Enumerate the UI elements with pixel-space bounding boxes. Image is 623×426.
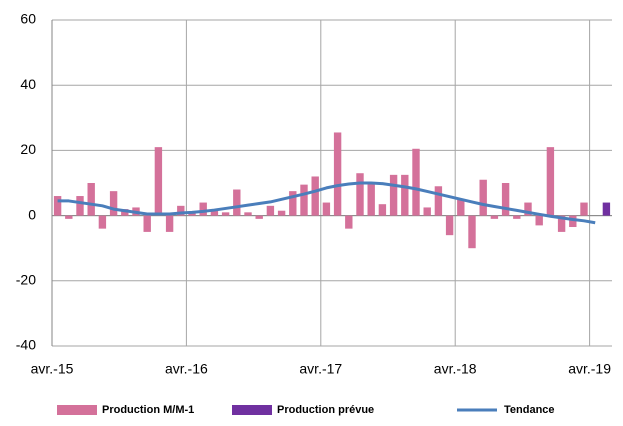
bar — [188, 212, 196, 216]
bar — [468, 215, 476, 249]
bar — [423, 207, 431, 216]
bar — [221, 212, 230, 216]
bar — [546, 147, 555, 216]
bar — [557, 215, 566, 232]
bar — [513, 215, 521, 219]
bar — [300, 184, 308, 216]
bar — [143, 215, 151, 232]
bar — [345, 215, 353, 229]
bar — [367, 183, 375, 216]
bar — [87, 183, 95, 216]
bar — [378, 204, 387, 216]
y-tick-label: 0 — [28, 206, 36, 222]
y-tick-label: -40 — [16, 337, 36, 353]
bar — [76, 196, 84, 216]
bar — [569, 215, 577, 228]
bar — [121, 209, 129, 216]
bar — [401, 174, 409, 216]
bar — [266, 205, 275, 216]
bar — [434, 186, 443, 216]
y-tick-label: -20 — [16, 272, 36, 288]
bar — [311, 176, 319, 216]
legend-label: Tendance — [504, 404, 555, 416]
bar — [322, 202, 331, 216]
bar — [277, 210, 286, 216]
x-tick-label: avr.-16 — [165, 361, 208, 377]
bar — [412, 148, 420, 216]
bar — [109, 191, 118, 216]
bar — [53, 196, 62, 216]
bar — [580, 202, 588, 216]
trend-line — [57, 181, 596, 225]
bar — [457, 199, 465, 216]
y-tick-label: 20 — [20, 141, 36, 157]
bar — [289, 191, 297, 216]
legend-swatch — [232, 405, 272, 415]
bar — [65, 215, 73, 219]
bar — [445, 215, 454, 236]
bar — [490, 215, 499, 219]
bar — [356, 173, 364, 216]
bar — [177, 205, 185, 216]
bar — [165, 215, 174, 232]
y-tick-label: 40 — [20, 76, 36, 92]
bar — [602, 202, 611, 216]
bar — [479, 179, 487, 216]
bar — [535, 215, 543, 226]
bar — [255, 215, 263, 219]
legend-label: Production prévue — [277, 404, 374, 416]
bar — [98, 215, 107, 229]
x-tick-label: avr.-18 — [434, 361, 477, 377]
bar — [333, 132, 342, 216]
bar — [244, 212, 252, 216]
x-tick-label: avr.-19 — [568, 361, 611, 377]
bar — [524, 202, 532, 216]
y-tick-label: 60 — [20, 11, 36, 27]
bar — [154, 147, 163, 216]
legend-label: Production M/M-1 — [102, 404, 194, 416]
legend-swatch — [57, 405, 97, 415]
x-tick-label: avr.-17 — [299, 361, 342, 377]
x-tick-label: avr.-15 — [31, 361, 74, 377]
bar — [210, 210, 219, 216]
bar — [389, 174, 398, 216]
bar — [233, 189, 241, 216]
bar — [199, 202, 207, 216]
bar — [501, 183, 510, 216]
